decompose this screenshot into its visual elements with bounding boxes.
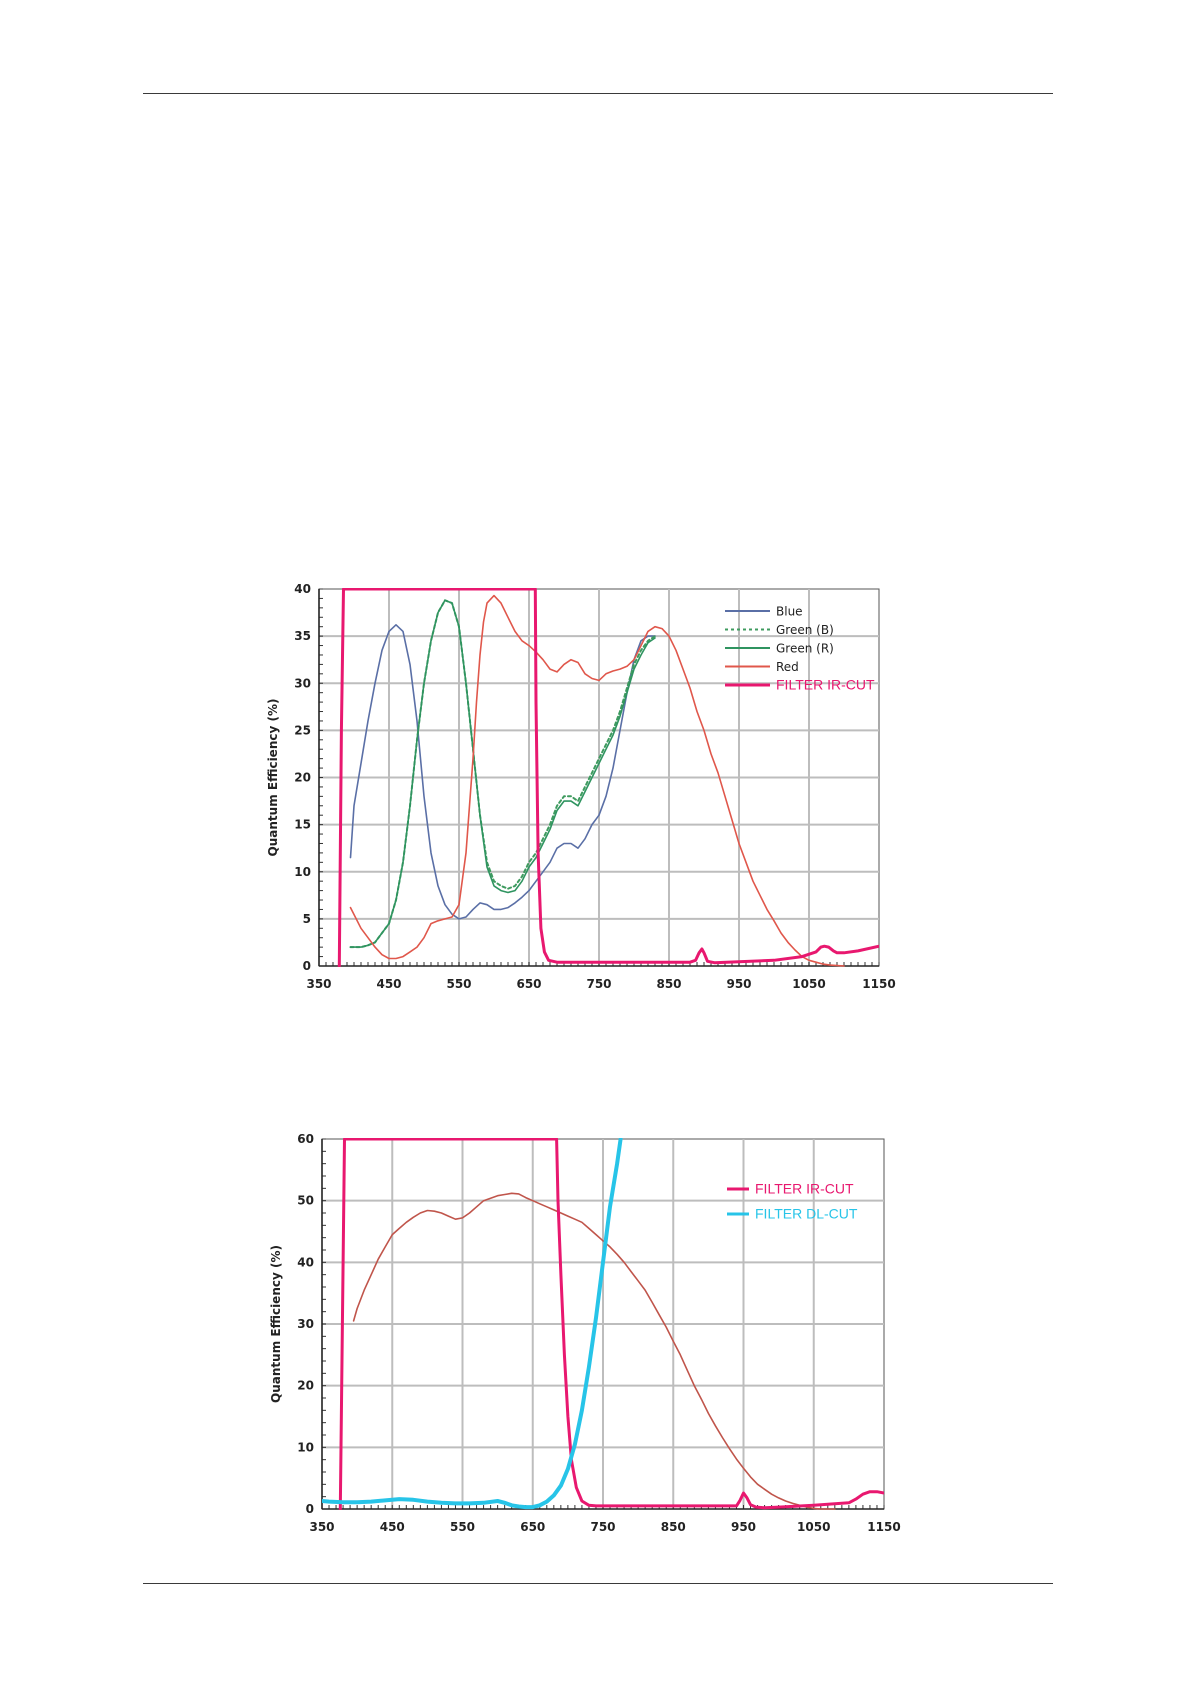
chart1-legend-label-blue: Blue — [776, 605, 803, 619]
chart2-y-tick-label: 30 — [297, 1317, 314, 1331]
chart1-x-tick-label: 750 — [586, 977, 611, 991]
chart2-x-tick-label: 1050 — [797, 1520, 830, 1534]
chart1-y-tick-label: 30 — [294, 676, 311, 690]
chart1-legend-label-green-b: Green (B) — [776, 623, 834, 637]
chart1-line-blue — [349, 624, 656, 920]
chart2-line-filter-dl-cut — [322, 1138, 623, 1510]
chart1-y-tick-label: 25 — [294, 723, 311, 737]
chart2-x-tick-label: 650 — [520, 1520, 545, 1534]
chart1-x-tick-label: 1050 — [792, 977, 825, 991]
chart1-y-axis-label: Quantum Efficiency (%) — [266, 699, 280, 857]
chart1-line-red — [349, 594, 845, 967]
chart1-x-tick-label: 850 — [656, 977, 681, 991]
chart2-x-tick-label: 950 — [731, 1520, 756, 1534]
chart1-y-tick-label: 15 — [294, 818, 311, 832]
chart1-y-tick-label: 35 — [294, 629, 311, 643]
header-rule — [143, 93, 1053, 94]
footer-rule — [143, 1583, 1053, 1584]
chart1-x-tick-label: 450 — [376, 977, 401, 991]
chart1-legend-label-green-r: Green (R) — [776, 642, 834, 656]
chart1-x-tick-label: 950 — [726, 977, 751, 991]
chart2-x-tick-label: 750 — [590, 1520, 615, 1534]
chart1-line-filter-ir-cut — [337, 588, 879, 967]
qe-chart-rgb: 350 450 550 650 750 850 950 1050 1150 0 5 10 15 20 25 3… — [266, 582, 896, 991]
chart1-y-tick-label: 5 — [303, 912, 311, 926]
chart2-x-tick-label: 350 — [309, 1520, 334, 1534]
chart2-y-tick-label: 60 — [297, 1132, 314, 1146]
chart2-y-axis-label: Quantum Efficiency (%) — [269, 1245, 283, 1403]
chart1-y-tick-label: 40 — [294, 582, 311, 596]
chart2-y-tick-label: 40 — [297, 1255, 314, 1269]
chart1-legend-label-red: Red — [776, 660, 799, 674]
chart2-x-tick-label: 850 — [661, 1520, 686, 1534]
chart2-y-tick-label: 50 — [297, 1194, 314, 1208]
chart1-x-tick-label: 550 — [446, 977, 471, 991]
chart1-x-tick-label: 1150 — [862, 977, 895, 991]
chart2-line-filter-ir-cut — [338, 1138, 884, 1510]
chart2-x-tick-label: 450 — [380, 1520, 405, 1534]
chart1-legend-label-filter-ir-cut: FILTER IR-CUT — [776, 677, 875, 693]
chart1-x-tick-label: 350 — [306, 977, 331, 991]
chart2-x-tick-label: 550 — [450, 1520, 475, 1534]
chart2-line-series-0 — [352, 1192, 836, 1510]
chart2-legend-label-filter-dl-cut: FILTER DL-CUT — [755, 1206, 858, 1222]
chart1-x-tick-label: 650 — [516, 977, 541, 991]
chart1-y-tick-label: 10 — [294, 865, 311, 879]
qe-chart-mono: 350 450 550 650 750 850 950 1050 1150 0 10 20 30 40 50… — [269, 1132, 901, 1534]
chart2-x-tick-label: 1150 — [867, 1520, 900, 1534]
chart2-y-tick-label: 10 — [297, 1440, 314, 1454]
chart1-y-tick-label: 20 — [294, 771, 311, 785]
chart1-y-tick-label: 0 — [303, 959, 311, 973]
chart2-y-tick-label: 20 — [297, 1379, 314, 1393]
chart2-y-tick-label: 0 — [306, 1502, 314, 1516]
chart2-legend-label-filter-ir-cut: FILTER IR-CUT — [755, 1181, 854, 1197]
chart1-line-green-r — [349, 599, 656, 948]
